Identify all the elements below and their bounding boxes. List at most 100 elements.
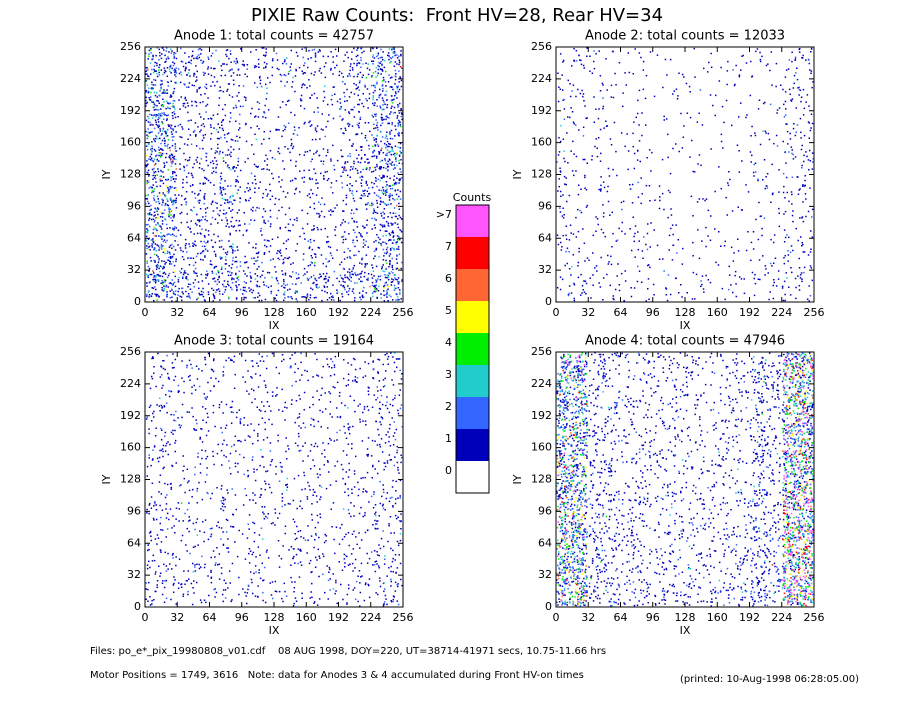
count-cell xyxy=(306,480,337,510)
count-cell xyxy=(149,48,172,76)
count-cell xyxy=(275,448,306,480)
count-cell xyxy=(726,524,748,531)
count-cell xyxy=(556,384,589,416)
colorbar-label: 2 xyxy=(445,400,452,413)
count-cell xyxy=(255,138,258,141)
count-cell xyxy=(371,451,402,479)
count-cell xyxy=(782,416,814,448)
count-cell xyxy=(786,216,813,236)
count-cell xyxy=(243,417,273,445)
count-cell xyxy=(220,488,233,502)
count-cell xyxy=(352,194,354,196)
count-cell xyxy=(399,66,402,68)
count-cell xyxy=(757,178,769,189)
count-cell xyxy=(178,516,210,543)
count-cell xyxy=(686,112,716,142)
count-cell xyxy=(686,271,712,300)
count-cell xyxy=(372,111,403,143)
colorbar-label: 1 xyxy=(445,432,452,445)
count-cell xyxy=(783,480,814,511)
count-cell xyxy=(212,449,239,475)
count-cell xyxy=(764,560,766,562)
count-cell xyxy=(306,206,337,238)
count-cell xyxy=(620,112,647,142)
count-cell xyxy=(400,125,402,128)
count-cell xyxy=(243,271,272,295)
count-cell xyxy=(362,63,369,65)
count-cell xyxy=(145,416,177,448)
count-cell xyxy=(630,240,651,269)
count-cell xyxy=(210,543,239,575)
count-cell xyxy=(210,513,240,543)
count-cell xyxy=(787,511,814,542)
count-cell xyxy=(621,448,652,479)
count-cell xyxy=(369,285,371,288)
count-cell xyxy=(782,352,813,384)
count-cell xyxy=(145,112,177,143)
count-cell xyxy=(761,413,763,415)
count-cell xyxy=(372,85,398,111)
count-cell xyxy=(307,238,338,268)
count-cell xyxy=(381,418,403,441)
count-cell xyxy=(178,485,209,511)
x-tick-label: 96 xyxy=(646,611,660,624)
count-cell xyxy=(306,353,339,384)
x-tick-label: 0 xyxy=(553,611,560,624)
count-cell xyxy=(602,526,604,528)
y-tick-label: 256 xyxy=(120,40,141,53)
count-cell xyxy=(663,590,682,598)
count-cell xyxy=(718,579,745,593)
count-cell xyxy=(620,177,651,205)
count-cell xyxy=(718,144,743,173)
count-cell xyxy=(557,353,587,384)
count-cell xyxy=(370,177,403,207)
y-tick-label: 32 xyxy=(127,263,141,276)
y-tick-label: 192 xyxy=(120,104,141,117)
x-axis-label: IX xyxy=(269,319,280,332)
count-cell xyxy=(782,544,811,574)
count-cell xyxy=(571,265,573,268)
count-cell xyxy=(277,143,307,172)
count-cell xyxy=(339,238,369,270)
count-cell xyxy=(275,111,306,141)
count-cell xyxy=(588,240,619,269)
count-cell xyxy=(725,367,746,383)
count-cell xyxy=(659,543,681,575)
count-cell xyxy=(808,59,810,61)
count-cell xyxy=(186,366,193,369)
count-cell xyxy=(751,544,780,575)
count-cell xyxy=(557,514,586,538)
count-cell xyxy=(558,511,587,543)
count-cell xyxy=(371,384,401,415)
count-cell xyxy=(718,543,749,575)
y-tick-label: 192 xyxy=(531,104,552,117)
page-title: PIXIE Raw Counts: Front HV=28, Rear HV=3… xyxy=(251,5,663,26)
count-cell xyxy=(210,353,241,383)
count-cell xyxy=(274,576,303,607)
colorbar-title: Counts xyxy=(453,191,492,204)
count-cell xyxy=(306,144,339,175)
x-tick-label: 32 xyxy=(581,306,595,319)
count-cell xyxy=(685,383,715,416)
count-cell xyxy=(688,455,705,458)
count-cell xyxy=(782,353,812,384)
count-cell xyxy=(304,426,306,429)
count-cell xyxy=(209,175,242,206)
count-cell xyxy=(372,479,402,511)
count-cell xyxy=(784,479,814,512)
count-cell xyxy=(229,168,232,171)
count-cell xyxy=(616,239,619,241)
x-tick-label: 160 xyxy=(707,611,728,624)
count-cell xyxy=(277,416,306,447)
count-cell xyxy=(595,549,617,572)
count-cell xyxy=(177,111,207,132)
count-cell xyxy=(653,352,685,382)
count-cell xyxy=(558,447,588,478)
count-cell xyxy=(783,208,814,239)
count-cell xyxy=(380,148,383,150)
count-cell xyxy=(750,352,782,384)
count-cell xyxy=(342,240,367,270)
y-tick-label: 128 xyxy=(531,168,552,181)
count-cell xyxy=(720,178,750,199)
count-cell xyxy=(178,47,210,78)
